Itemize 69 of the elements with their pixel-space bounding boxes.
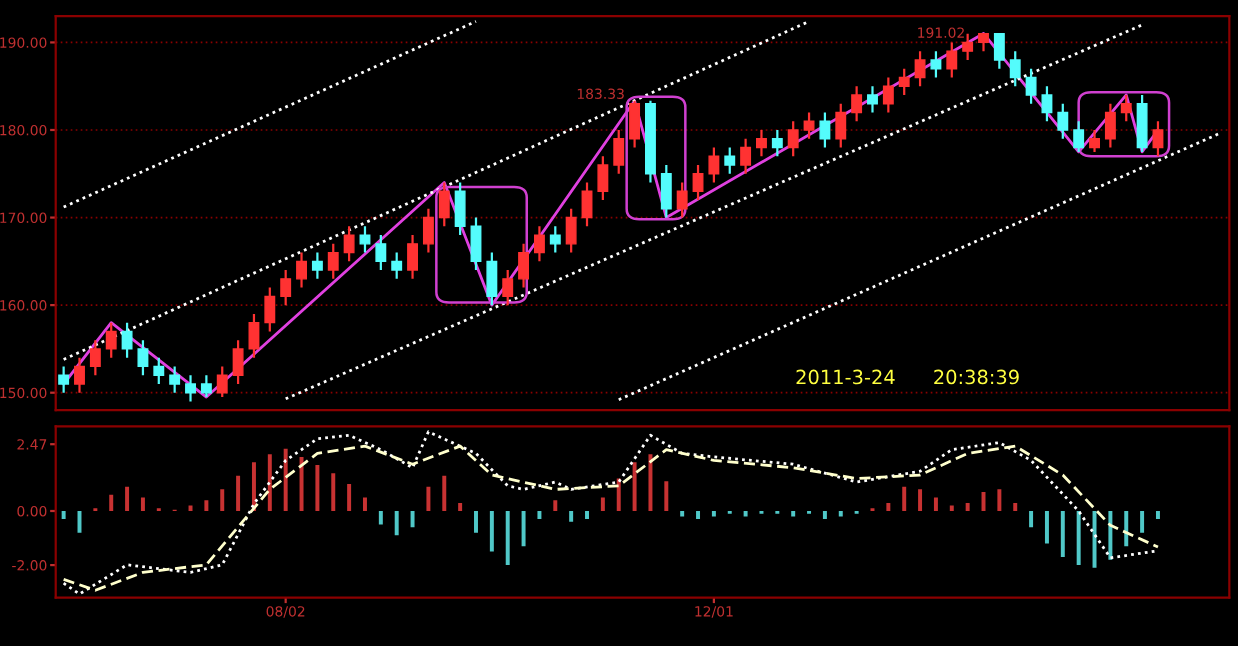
candlestick	[1041, 85, 1053, 123]
candlestick	[629, 99, 641, 149]
candlestick	[962, 32, 974, 62]
candlestick	[359, 225, 371, 254]
candlestick	[375, 233, 387, 272]
candlestick	[296, 251, 307, 289]
candlestick	[280, 268, 292, 307]
candlestick	[105, 321, 117, 359]
candlestick	[121, 321, 133, 359]
candlestick	[676, 181, 688, 219]
candlestick	[1104, 102, 1116, 149]
candlestick	[708, 146, 720, 184]
candlestick	[1152, 120, 1164, 158]
candlestick	[200, 374, 212, 399]
candlestick	[311, 251, 323, 280]
candlestick	[502, 268, 514, 307]
candlestick	[232, 339, 244, 386]
candlestick	[438, 181, 450, 228]
candlestick	[597, 155, 609, 202]
candlestick	[422, 207, 434, 254]
candlestick	[89, 339, 101, 377]
candlestick	[454, 181, 466, 237]
candlestick	[1136, 93, 1148, 153]
candlestick	[549, 225, 561, 254]
candlestick	[58, 365, 70, 394]
candlestick	[787, 120, 799, 158]
candlestick	[327, 242, 339, 280]
candlestick	[581, 181, 593, 228]
candlestick	[1089, 128, 1100, 153]
candlestick	[740, 137, 752, 175]
candlestick	[1025, 67, 1037, 105]
candlestick	[914, 50, 926, 88]
candlestick	[391, 251, 403, 280]
candlestick	[882, 76, 894, 114]
candlestick	[835, 102, 847, 149]
candlestick	[153, 356, 165, 386]
candlestick	[248, 312, 260, 359]
candlestick	[1120, 93, 1132, 123]
candlestick	[851, 85, 863, 123]
candlestick	[930, 50, 942, 79]
candlestick	[343, 225, 355, 263]
candlestick	[946, 41, 958, 79]
candlestick	[137, 339, 149, 377]
candlestick	[819, 111, 831, 149]
candlestick	[486, 251, 498, 307]
candlestick	[470, 216, 482, 272]
candlestick	[692, 163, 704, 202]
candlestick	[185, 374, 196, 403]
candlestick	[756, 128, 767, 158]
candlestick	[74, 356, 85, 394]
candlestick	[898, 67, 910, 97]
candlestick	[264, 286, 276, 333]
candlestick	[771, 128, 783, 158]
candlestick	[803, 111, 815, 140]
candlestick	[993, 32, 1005, 70]
candlestick	[169, 365, 181, 394]
candlestick	[533, 225, 545, 263]
candlestick	[660, 163, 672, 219]
annotation: 2011-3-24 20:38:39	[796, 369, 1019, 385]
candlestick	[407, 233, 419, 280]
candlestick	[724, 146, 736, 175]
candlestick	[613, 128, 625, 175]
candlestick	[518, 242, 530, 289]
candlestick	[1057, 102, 1069, 140]
candlestick	[216, 365, 228, 399]
candlestick	[1009, 50, 1021, 88]
candlestick	[1073, 120, 1085, 153]
candlestick	[867, 85, 878, 114]
candlestick	[565, 207, 577, 254]
